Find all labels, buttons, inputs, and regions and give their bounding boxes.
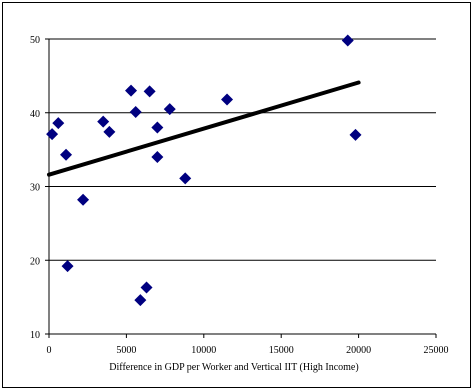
data-point	[151, 121, 164, 134]
y-ticks: 10 20 30 40 50	[30, 35, 49, 341]
x-tick-label: 0	[47, 345, 52, 356]
x-ticks: 0 5000 10000 15000 20000 25000	[47, 334, 449, 356]
x-tick-label: 25000	[424, 345, 449, 356]
x-tick-label: 15000	[269, 345, 294, 356]
trendline	[47, 80, 361, 177]
data-point	[143, 85, 156, 98]
data-point	[52, 117, 65, 130]
data-point	[163, 103, 176, 116]
y-tick-label: 30	[30, 183, 40, 194]
data-point	[151, 151, 164, 163]
x-tick-label: 5000	[116, 345, 136, 356]
y-tick-label: 20	[30, 256, 40, 267]
data-point	[103, 125, 116, 138]
data-point	[221, 93, 234, 106]
data-point	[77, 193, 90, 206]
data-point	[97, 115, 110, 128]
x-tick-label: 20000	[346, 345, 371, 356]
chart-frame	[2, 2, 471, 388]
data-point	[60, 148, 73, 161]
data-point	[140, 281, 153, 294]
data-point	[129, 106, 142, 119]
data-points	[46, 34, 362, 307]
x-axis-title: Difference in GDP per Worker and Vertica…	[109, 362, 358, 373]
x-tick-label: 10000	[191, 345, 216, 356]
data-point	[61, 260, 74, 273]
y-tick-label: 40	[30, 109, 40, 120]
data-point	[125, 84, 138, 97]
data-point	[179, 172, 192, 185]
data-point	[341, 34, 354, 47]
data-point	[349, 128, 362, 141]
data-point	[46, 128, 59, 141]
y-tick-label: 10	[30, 330, 40, 341]
y-tick-label: 50	[30, 35, 40, 46]
gridlines	[49, 38, 436, 261]
data-point	[134, 294, 147, 307]
